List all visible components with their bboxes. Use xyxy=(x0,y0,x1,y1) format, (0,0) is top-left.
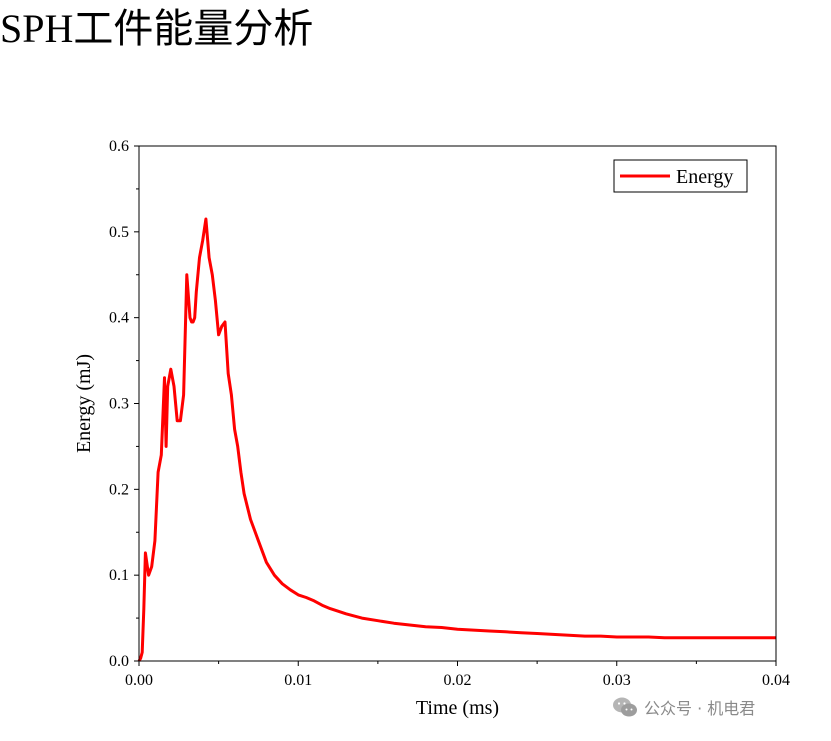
legend-label: Energy xyxy=(676,166,733,188)
plot-area xyxy=(137,217,776,662)
x-axis: 0.00 0.01 0.02 0.03 0.04 xyxy=(125,661,790,689)
y-tick-label: 0.1 xyxy=(109,567,129,584)
y-tick-label: 0.0 xyxy=(109,653,129,670)
series-line-energy xyxy=(137,217,776,662)
y-tick-label: 0.3 xyxy=(109,396,129,413)
y-axis: 0.0 0.1 0.2 0.3 0.4 0.5 0.6 xyxy=(109,138,139,670)
watermark-text: 公众号 · 机电君 xyxy=(644,699,756,718)
watermark: 公众号 · 机电君 xyxy=(612,695,755,719)
y-tick-label: 0.4 xyxy=(109,310,129,327)
legend: Energy xyxy=(613,159,748,193)
y-tick-label: 0.6 xyxy=(109,138,129,155)
x-tick-label: 0.00 xyxy=(125,672,153,689)
y-axis-title: Energy (mJ) xyxy=(73,354,95,453)
x-axis-title: Time (ms) xyxy=(416,697,499,719)
wechat-icon xyxy=(613,697,637,717)
y-tick-label: 0.2 xyxy=(109,481,129,498)
x-tick-label: 0.04 xyxy=(762,672,790,689)
x-tick-label: 0.03 xyxy=(603,672,631,689)
plot-frame xyxy=(138,145,777,662)
x-tick-label: 0.01 xyxy=(284,672,312,689)
page-title: SPH工件能量分析 xyxy=(0,6,314,51)
x-tick-label: 0.02 xyxy=(444,672,472,689)
y-tick-label: 0.5 xyxy=(109,224,129,241)
